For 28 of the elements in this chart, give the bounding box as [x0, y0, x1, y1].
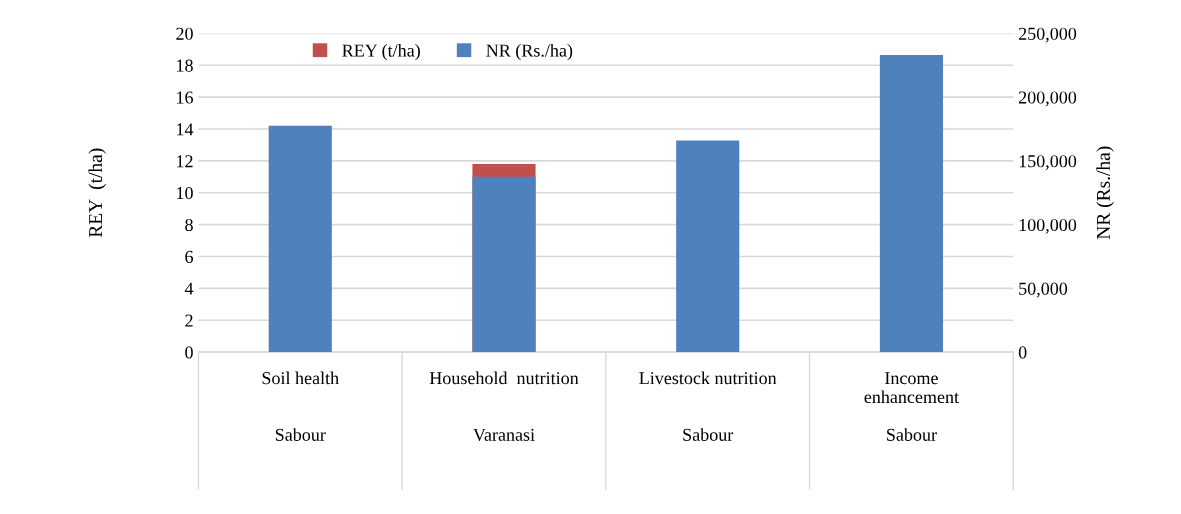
- category-label: Soil health Sabour: [262, 371, 339, 441]
- y-tick-label: 20: [176, 27, 193, 40]
- bar: [676, 140, 740, 353]
- bar: [879, 55, 944, 353]
- y-tick-label: 18: [177, 59, 193, 72]
- y2-axis-title: NR (Rs./ha): [1096, 146, 1114, 240]
- y2-tick-label: 250,000: [1018, 27, 1077, 43]
- y2-tick-label: 100,000: [1019, 218, 1077, 234]
- y-tick-label: 10: [177, 187, 193, 200]
- y-axis-title: REY (t/ha): [88, 148, 107, 238]
- y2-tick-label: 0: [1018, 346, 1027, 359]
- category-label: Income enhancement Sabour: [864, 372, 959, 441]
- y-tick-label: 4: [184, 282, 194, 295]
- y-tick-label: 8: [185, 218, 193, 232]
- y-tick-label: 16: [177, 91, 194, 104]
- legend-label: REY (t/ha): [342, 43, 420, 61]
- y-tick-label: 14: [177, 123, 194, 136]
- category-label: Household nutrition Varanasi: [429, 371, 579, 441]
- y-tick-label: 12: [177, 155, 193, 168]
- y-tick-label: 0: [185, 346, 193, 359]
- y2-tick-label: 50,000: [1019, 282, 1068, 298]
- y-tick-label: 6: [185, 250, 194, 263]
- legend-label: NR (Rs./ha): [486, 43, 573, 61]
- category-label: Livestock nutrition Sabour: [639, 371, 777, 441]
- y-tick-label: 2: [185, 314, 193, 327]
- y2-tick-label: 200,000: [1018, 91, 1077, 107]
- y2-tick-label: 150,000: [1019, 155, 1077, 170]
- bar: [268, 125, 332, 353]
